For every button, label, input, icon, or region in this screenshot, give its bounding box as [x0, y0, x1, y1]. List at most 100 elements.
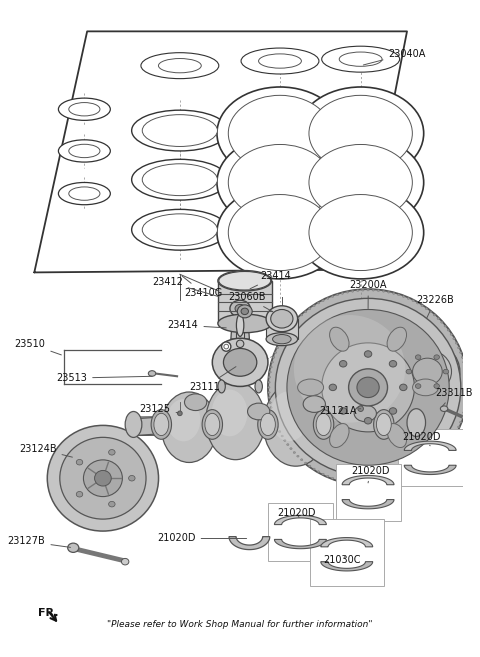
Ellipse shape [364, 351, 372, 357]
Ellipse shape [358, 406, 363, 411]
Ellipse shape [357, 484, 359, 485]
Ellipse shape [309, 307, 311, 309]
Ellipse shape [271, 412, 274, 413]
Ellipse shape [466, 386, 468, 388]
Ellipse shape [317, 471, 320, 472]
Ellipse shape [322, 300, 324, 302]
Ellipse shape [433, 459, 436, 461]
Ellipse shape [222, 342, 231, 351]
Ellipse shape [217, 87, 343, 180]
Ellipse shape [444, 325, 446, 327]
Ellipse shape [407, 476, 409, 477]
Polygon shape [321, 537, 372, 547]
Ellipse shape [417, 471, 419, 472]
Ellipse shape [387, 424, 407, 447]
Text: 23410G: 23410G [182, 276, 222, 298]
Ellipse shape [237, 305, 252, 318]
Ellipse shape [425, 465, 428, 467]
Ellipse shape [248, 403, 270, 420]
Ellipse shape [148, 371, 156, 376]
Polygon shape [321, 562, 372, 571]
Ellipse shape [399, 384, 407, 391]
Ellipse shape [387, 482, 390, 484]
Ellipse shape [223, 348, 257, 376]
Polygon shape [133, 417, 161, 436]
Ellipse shape [387, 327, 407, 351]
Ellipse shape [407, 409, 426, 436]
Text: 23311B: 23311B [435, 388, 472, 407]
Ellipse shape [167, 399, 200, 442]
Polygon shape [218, 281, 272, 323]
Ellipse shape [433, 314, 436, 316]
Ellipse shape [217, 186, 343, 279]
Ellipse shape [281, 435, 283, 437]
Text: 21020D: 21020D [402, 432, 441, 446]
Ellipse shape [466, 376, 468, 378]
Ellipse shape [357, 290, 359, 292]
Ellipse shape [129, 476, 135, 481]
Text: 23060B: 23060B [228, 292, 273, 312]
Ellipse shape [132, 159, 228, 200]
Ellipse shape [464, 407, 466, 409]
Ellipse shape [441, 451, 443, 453]
Ellipse shape [437, 317, 439, 319]
Ellipse shape [284, 440, 286, 442]
Ellipse shape [466, 381, 468, 383]
Ellipse shape [456, 430, 457, 432]
Text: "Please refer to Work Shop Manual for further information": "Please refer to Work Shop Manual for fu… [108, 620, 373, 629]
Ellipse shape [304, 462, 307, 464]
Ellipse shape [276, 347, 278, 349]
Ellipse shape [228, 145, 332, 221]
Ellipse shape [258, 409, 278, 440]
Ellipse shape [415, 355, 421, 359]
Polygon shape [275, 539, 326, 549]
Polygon shape [237, 321, 244, 344]
Ellipse shape [339, 408, 347, 414]
Ellipse shape [466, 392, 468, 394]
Ellipse shape [266, 306, 298, 332]
Ellipse shape [217, 136, 343, 229]
Ellipse shape [316, 413, 331, 436]
Ellipse shape [76, 491, 83, 497]
Text: 23127B: 23127B [8, 536, 71, 547]
Ellipse shape [142, 214, 217, 246]
Ellipse shape [412, 473, 414, 475]
Bar [268, 503, 333, 560]
Ellipse shape [298, 136, 424, 229]
Ellipse shape [274, 351, 276, 353]
Ellipse shape [330, 424, 349, 447]
Text: 23040A: 23040A [363, 49, 426, 65]
Ellipse shape [241, 308, 249, 315]
Ellipse shape [317, 302, 320, 304]
Ellipse shape [142, 164, 217, 196]
Ellipse shape [429, 311, 432, 313]
Ellipse shape [309, 95, 412, 171]
Ellipse shape [367, 484, 369, 486]
Ellipse shape [447, 443, 449, 445]
Ellipse shape [278, 342, 281, 344]
Ellipse shape [76, 459, 83, 465]
Ellipse shape [407, 298, 409, 300]
Ellipse shape [453, 338, 455, 340]
Ellipse shape [266, 332, 298, 346]
Ellipse shape [372, 289, 374, 291]
Ellipse shape [421, 468, 423, 470]
Text: 21121A: 21121A [319, 407, 360, 417]
Ellipse shape [161, 392, 217, 463]
Ellipse shape [268, 397, 271, 399]
Ellipse shape [235, 304, 245, 313]
Ellipse shape [268, 386, 270, 388]
Ellipse shape [434, 355, 440, 359]
Ellipse shape [331, 478, 334, 479]
Ellipse shape [459, 351, 462, 353]
Ellipse shape [69, 145, 100, 158]
Ellipse shape [271, 309, 293, 328]
Ellipse shape [351, 483, 354, 484]
Text: 21020D: 21020D [157, 533, 247, 543]
Ellipse shape [230, 300, 251, 317]
Bar [310, 519, 384, 586]
Ellipse shape [303, 396, 325, 413]
Ellipse shape [255, 380, 263, 393]
Ellipse shape [450, 333, 453, 335]
Polygon shape [133, 413, 416, 436]
